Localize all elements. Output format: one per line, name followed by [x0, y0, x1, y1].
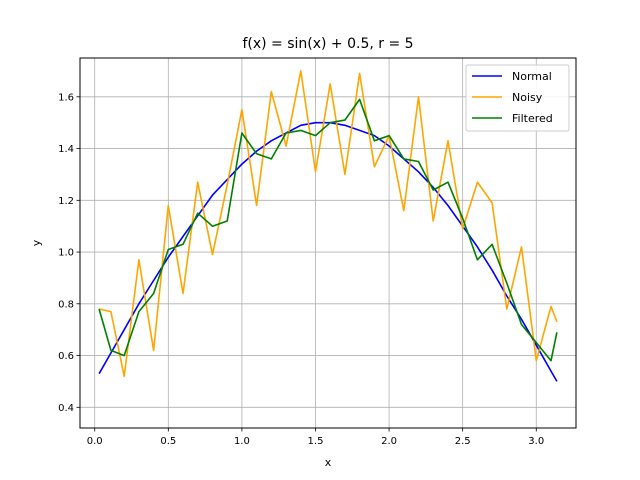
y-tick-label: 1.2 — [58, 196, 74, 207]
legend-label-normal: Normal — [512, 70, 552, 83]
plot-frame — [79, 57, 577, 429]
y-tick-label: 0.8 — [58, 299, 74, 310]
legend-box — [465, 64, 570, 132]
x-tick-label: 0.5 — [160, 436, 176, 447]
x-tick-label: 0.0 — [87, 436, 103, 447]
x-tick-label: 1.0 — [234, 436, 250, 447]
x-tick-label: 2.0 — [381, 436, 397, 447]
x-tick-label: 1.5 — [308, 436, 324, 447]
y-tick-label: 1.6 — [58, 92, 74, 103]
legend: Normal Noisy Filtered — [465, 64, 570, 132]
y-axis-label: y — [30, 239, 43, 246]
chart-title: f(x) = sin(x) + 0.5, r = 5 — [242, 36, 413, 52]
series-line-filtered — [98, 98, 558, 362]
y-tick-label: 0.4 — [58, 403, 74, 414]
x-tick-label: 3.0 — [528, 436, 544, 447]
legend-label-filtered: Filtered — [512, 112, 553, 125]
y-axis-ticks: 0.4 0.6 0.8 1.0 1.2 1.4 1.6 — [58, 92, 80, 414]
x-tick-label: 2.5 — [455, 436, 471, 447]
series-lines — [98, 70, 558, 382]
legend-label-noisy: Noisy — [512, 91, 543, 104]
series-line-noisy — [98, 70, 558, 378]
y-tick-label: 0.6 — [58, 351, 74, 362]
y-tick-label: 1.0 — [58, 248, 74, 259]
y-tick-label: 1.4 — [58, 144, 74, 155]
x-axis-ticks: 0.0 0.5 1.0 1.5 2.0 2.5 3.0 — [87, 428, 544, 447]
x-axis-label: x — [325, 456, 332, 469]
